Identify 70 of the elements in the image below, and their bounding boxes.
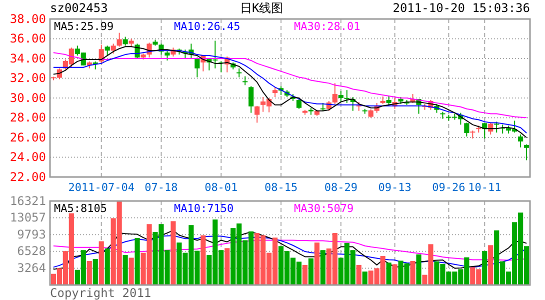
bar: [410, 260, 416, 285]
bar: [386, 262, 392, 285]
y-tick-label: 9793: [17, 227, 46, 242]
bar: [320, 250, 326, 285]
candlestick: [296, 98, 302, 110]
x-tick-label: 07-18: [144, 180, 178, 194]
candlestick: [332, 82, 338, 104]
candlestick: [494, 121, 500, 134]
bar: [86, 260, 92, 285]
y-tick-label: 22.00: [10, 170, 46, 184]
candlestick: [338, 90, 344, 102]
bar: [392, 264, 398, 285]
bar: [200, 235, 206, 285]
x-tick-label: 10-11: [468, 180, 502, 194]
candlestick: [344, 90, 350, 104]
text: Copyright 2011: [50, 286, 152, 300]
bar: [362, 272, 368, 285]
bar: [308, 258, 314, 285]
series-label: MA10:7150: [174, 202, 234, 215]
y-tick-label: 30.00: [10, 90, 46, 105]
y-tick-label: 3264: [17, 261, 46, 276]
candlestick: [464, 122, 470, 138]
y-tick-label: 38.00: [10, 12, 46, 26]
x-tick-label: 08-15: [264, 180, 298, 194]
bar: [170, 221, 176, 285]
x-tick-label: 08-29: [324, 180, 358, 194]
bar: [104, 248, 110, 285]
chart-subtitle: 日K线图: [240, 1, 284, 15]
candlestick: [248, 86, 254, 114]
series-label: MA5:25.99: [54, 20, 114, 33]
bar: [128, 258, 134, 285]
x-tick-label: 08-01: [204, 180, 238, 194]
text: 2011-10-20 15:03:36: [392, 1, 530, 15]
bar: [482, 251, 488, 285]
y-tick-label: 36.00: [10, 32, 46, 46]
text: MA30:28.01: [294, 20, 360, 33]
series-label: MA10:26.45: [174, 20, 240, 33]
bar: [92, 259, 98, 285]
y-tick-label: 28.00: [10, 110, 46, 125]
y-tick-label: 32.00: [10, 71, 46, 86]
series-label: MA5:8105: [54, 202, 107, 215]
y-tick-label: 26.00: [10, 130, 46, 144]
bar: [356, 264, 362, 285]
candlestick: [116, 32, 122, 48]
candlestick: [524, 144, 530, 161]
bar: [302, 264, 308, 285]
x-tick-label: 09-13: [378, 180, 412, 194]
x-tick-label: 09-26: [432, 180, 466, 194]
candlestick: [254, 105, 260, 124]
candlestick: [110, 43, 116, 54]
bar: [98, 241, 104, 285]
bar: [488, 245, 494, 285]
candlestick: [104, 45, 110, 56]
y-tick-label: 34.00: [10, 51, 46, 66]
bar: [416, 254, 422, 285]
chart-title: sz002453: [50, 1, 108, 15]
candlestick: [518, 134, 524, 148]
bar: [314, 242, 320, 285]
y-tick-label: 16321: [10, 194, 46, 208]
candlestick: [194, 57, 200, 78]
candlestick: [272, 86, 278, 98]
x-tick-label: 2011-07-04: [68, 180, 135, 194]
y-tick-label: 6528: [17, 244, 46, 258]
candlestick: [164, 50, 170, 61]
bar: [122, 255, 128, 285]
text: MA30:5079: [294, 202, 354, 215]
y-tick-label: 13057: [10, 210, 46, 225]
bar: [224, 248, 230, 285]
y-tick-label: 24.00: [10, 150, 46, 164]
bar: [134, 238, 140, 285]
